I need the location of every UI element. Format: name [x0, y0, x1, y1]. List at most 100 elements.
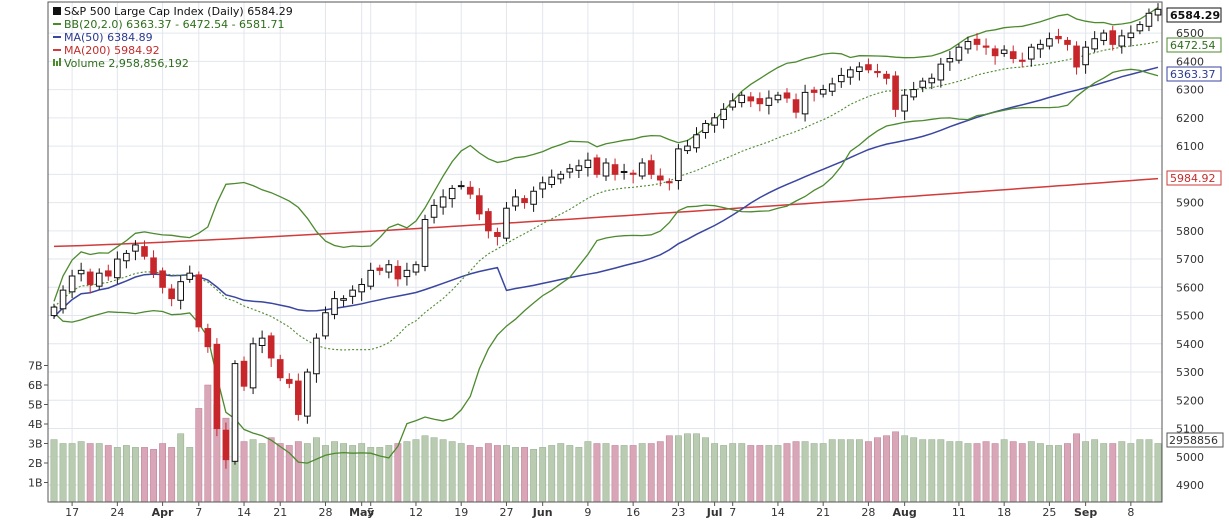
- candle-body: [946, 57, 954, 63]
- volume-bar: [1082, 441, 1090, 503]
- candle-body: [521, 198, 528, 204]
- candle-body: [141, 246, 148, 257]
- date-tick-label: Jun: [532, 506, 553, 519]
- volume-bar: [122, 445, 130, 503]
- price-tick-label: 5400: [1176, 338, 1204, 351]
- candle-body: [313, 337, 320, 375]
- volume-bar: [855, 439, 863, 503]
- last-value-labels: 6584.29 6472.54 6363.37 5984.92 2958856: [1166, 7, 1224, 448]
- volume-bar: [819, 443, 827, 503]
- volume-bar: [756, 445, 764, 503]
- candle-body: [611, 164, 619, 175]
- candle-body: [340, 298, 347, 301]
- date-tick-label: 16: [626, 506, 640, 519]
- volume-bar: [1064, 443, 1071, 503]
- candle-body: [50, 306, 58, 317]
- legend: S&P 500 Large Cap Index (Daily) 6584.29 …: [53, 5, 293, 70]
- volume-bar: [928, 439, 936, 503]
- volume-bar: [475, 447, 483, 503]
- volume-bar: [1000, 439, 1008, 503]
- volume-bar: [828, 439, 836, 503]
- volume-tick-label: 4B: [28, 418, 43, 431]
- candle-body: [828, 83, 836, 92]
- ma200-label: 5984.92: [1170, 172, 1216, 185]
- volume-bar: [1136, 439, 1144, 503]
- volume-bar: [285, 445, 293, 503]
- candle-body: [1009, 51, 1017, 59]
- candle-body: [132, 244, 139, 252]
- candle-body: [1064, 39, 1071, 45]
- candle-body: [584, 159, 592, 169]
- candle-body: [647, 160, 655, 175]
- price-tick-label: 6400: [1176, 55, 1204, 68]
- legend-price-icon: [53, 7, 61, 15]
- candle-body: [783, 92, 791, 99]
- candle-body: [240, 360, 248, 387]
- candle-body: [901, 94, 908, 112]
- candle-body: [376, 267, 384, 271]
- volume-bar: [539, 447, 547, 503]
- volume-bar: [177, 433, 185, 503]
- volume-bar: [702, 437, 709, 503]
- ma50-line: [53, 66, 1159, 318]
- candle-body: [656, 175, 664, 181]
- volume-bar: [303, 443, 311, 503]
- candle-body: [774, 94, 782, 101]
- volume-bar: [276, 443, 284, 503]
- date-tick-label: 18: [997, 506, 1011, 519]
- plot-frame: [47, 1, 1163, 503]
- volume-bar: [1109, 443, 1117, 503]
- volume-bar: [349, 445, 357, 503]
- volume-bars: [50, 384, 1162, 503]
- volume-bar: [86, 443, 94, 503]
- volume-bar: [611, 445, 619, 503]
- volume-bar: [883, 435, 890, 503]
- date-tick-label: 19: [454, 506, 468, 519]
- candle-body: [810, 89, 818, 93]
- volume-bar: [874, 437, 881, 503]
- candle-body: [792, 99, 800, 113]
- legend-bb: BB(20,2.0) 6363.37 - 6472.54 - 6581.71: [64, 18, 285, 31]
- volume-bar: [837, 439, 845, 503]
- candle-body: [159, 270, 166, 288]
- volume-tick-label: 3B: [28, 438, 43, 451]
- candle-body: [123, 252, 130, 262]
- date-tick-label: Jul: [706, 506, 723, 519]
- bb-low-label: 6363.37: [1170, 68, 1216, 81]
- volume-bar: [684, 433, 691, 503]
- volume-bar: [991, 443, 999, 503]
- volume-bar: [729, 443, 737, 503]
- candle-body: [557, 173, 565, 180]
- date-tick-label: Sep: [1074, 506, 1097, 519]
- candle-body: [285, 378, 293, 384]
- date-tick-label: 14: [237, 506, 251, 519]
- price-tick-label: 5900: [1176, 197, 1204, 210]
- volume-bar: [394, 443, 402, 503]
- candle-body: [421, 219, 429, 267]
- candle-body: [512, 196, 519, 207]
- price-tick-label: 5300: [1176, 366, 1204, 379]
- volume-bar: [104, 445, 112, 503]
- volume-bar: [1073, 433, 1080, 503]
- candle-body: [982, 45, 990, 48]
- candle-body: [249, 343, 257, 389]
- candle-body: [186, 272, 194, 280]
- volume-bar: [113, 447, 121, 503]
- volume-bar: [774, 445, 782, 503]
- volume-bar: [204, 384, 212, 503]
- volume-bar: [50, 439, 58, 503]
- price-tick-label: 5600: [1176, 281, 1204, 294]
- candle-body: [385, 264, 393, 273]
- volume-bar: [566, 445, 574, 503]
- candlesticks: [50, 3, 1162, 469]
- bollinger-middle-line: [53, 41, 1159, 351]
- candle-body: [684, 145, 691, 152]
- volume-bar: [412, 439, 420, 503]
- date-tick-label: 9: [584, 506, 591, 519]
- candle-body: [1018, 59, 1026, 62]
- price-tick-label: 5500: [1176, 310, 1204, 323]
- candle-body: [476, 195, 483, 215]
- candle-body: [530, 190, 537, 205]
- volume-bar: [1154, 443, 1162, 503]
